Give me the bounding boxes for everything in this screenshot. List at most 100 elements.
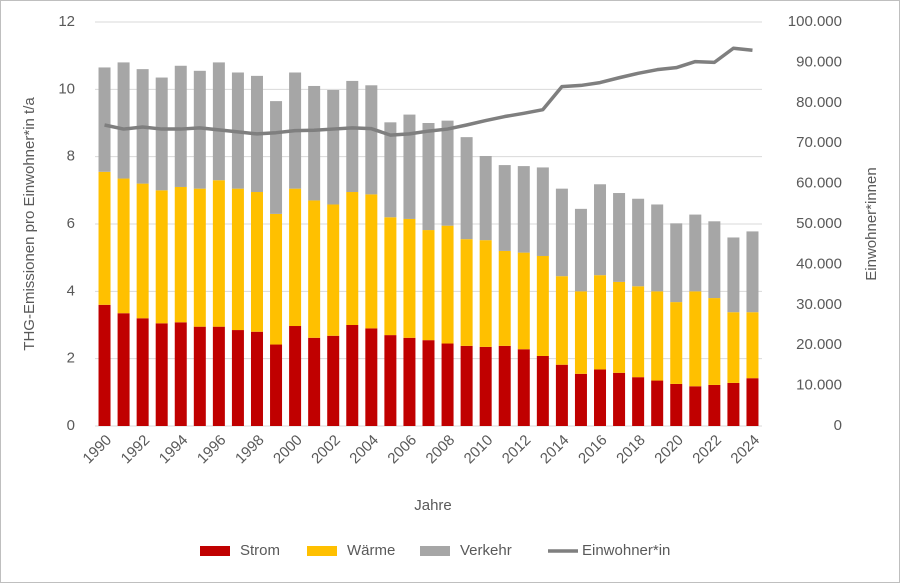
bar	[193, 326, 206, 426]
bar	[689, 291, 702, 387]
y-tick-label: 0	[67, 417, 75, 434]
bar	[384, 122, 397, 218]
y-tick-label: 8	[67, 148, 75, 165]
y2-tick-label: 10.000	[796, 377, 842, 394]
y2-tick-label: 50.000	[796, 215, 842, 232]
y-tick-label: 12	[58, 13, 75, 30]
x-axis-label: Jahre	[414, 497, 452, 514]
bar	[594, 369, 607, 426]
bar	[155, 190, 168, 324]
bar	[136, 183, 149, 319]
legend-swatch	[200, 546, 230, 556]
bar	[327, 90, 340, 205]
legend-swatch	[307, 546, 337, 556]
bar	[346, 325, 359, 426]
bar	[689, 214, 702, 292]
bar	[746, 312, 759, 379]
bar	[594, 184, 607, 276]
bar	[98, 171, 111, 305]
y2-tick-label: 80.000	[796, 94, 842, 111]
bar	[460, 137, 473, 240]
bar	[517, 349, 530, 426]
y-tick-label: 10	[58, 80, 75, 97]
bar	[308, 85, 321, 201]
bar	[708, 298, 721, 385]
bar	[384, 335, 397, 426]
bar	[613, 193, 626, 282]
bar	[689, 386, 702, 426]
bar	[422, 340, 435, 426]
y-tick-label: 6	[67, 215, 75, 232]
bar	[270, 213, 283, 345]
y2-tick-label: 70.000	[796, 134, 842, 151]
legend-label: Strom	[240, 542, 280, 559]
bar	[117, 313, 130, 426]
bar	[441, 343, 454, 426]
bar	[651, 291, 664, 381]
bar	[212, 62, 225, 181]
bar	[708, 221, 721, 299]
bar	[517, 252, 530, 350]
bar	[346, 192, 359, 325]
bar	[632, 377, 645, 426]
bar	[651, 204, 664, 292]
bar	[536, 355, 549, 426]
bar	[308, 200, 321, 338]
y2-axis-label: Einwohner*innen	[863, 167, 880, 280]
bar	[670, 302, 683, 384]
bar	[727, 237, 740, 313]
bar	[117, 178, 130, 314]
bar	[479, 240, 492, 347]
bar	[155, 77, 168, 191]
bar	[270, 344, 283, 426]
bar	[365, 85, 378, 195]
bar	[632, 198, 645, 287]
y2-tick-label: 90.000	[796, 53, 842, 70]
bar	[212, 180, 225, 327]
bar	[212, 326, 225, 426]
bar	[289, 326, 302, 426]
bar	[98, 67, 111, 172]
legend-label: Einwohner*in	[582, 542, 670, 559]
bar	[270, 101, 283, 214]
bar	[613, 372, 626, 426]
bar	[98, 304, 111, 426]
y2-tick-label: 20.000	[796, 336, 842, 353]
legend-label: Wärme	[347, 542, 395, 559]
bar	[289, 188, 302, 327]
bar	[422, 123, 435, 231]
bar	[651, 380, 664, 426]
bar	[384, 217, 397, 336]
bar	[574, 208, 587, 292]
bar	[327, 204, 340, 336]
bar	[441, 120, 454, 226]
bar	[403, 218, 416, 338]
bar	[193, 188, 206, 327]
bar	[517, 166, 530, 253]
bar	[250, 192, 263, 332]
y2-tick-label: 30.000	[796, 296, 842, 313]
y-tick-label: 4	[67, 282, 75, 299]
bar	[727, 382, 740, 426]
y2-tick-label: 0	[834, 417, 842, 434]
bar	[479, 155, 492, 241]
y-axis-label: THG-Emissionen pro Einwohner*in t/a	[21, 97, 38, 351]
bar	[327, 335, 340, 426]
bar	[670, 223, 683, 303]
y-tick-label: 2	[67, 350, 75, 367]
bar	[727, 312, 740, 383]
bar	[174, 65, 187, 187]
bar	[174, 186, 187, 323]
bar	[594, 275, 607, 370]
bar	[498, 250, 511, 346]
bar	[498, 345, 511, 426]
bar	[555, 188, 568, 277]
bar	[174, 322, 187, 426]
y2-tick-label: 60.000	[796, 175, 842, 192]
bar	[498, 165, 511, 251]
y2-tick-label: 40.000	[796, 255, 842, 272]
y2-tick-label: 100.000	[788, 13, 842, 30]
bar	[403, 114, 416, 219]
bar	[231, 330, 244, 426]
